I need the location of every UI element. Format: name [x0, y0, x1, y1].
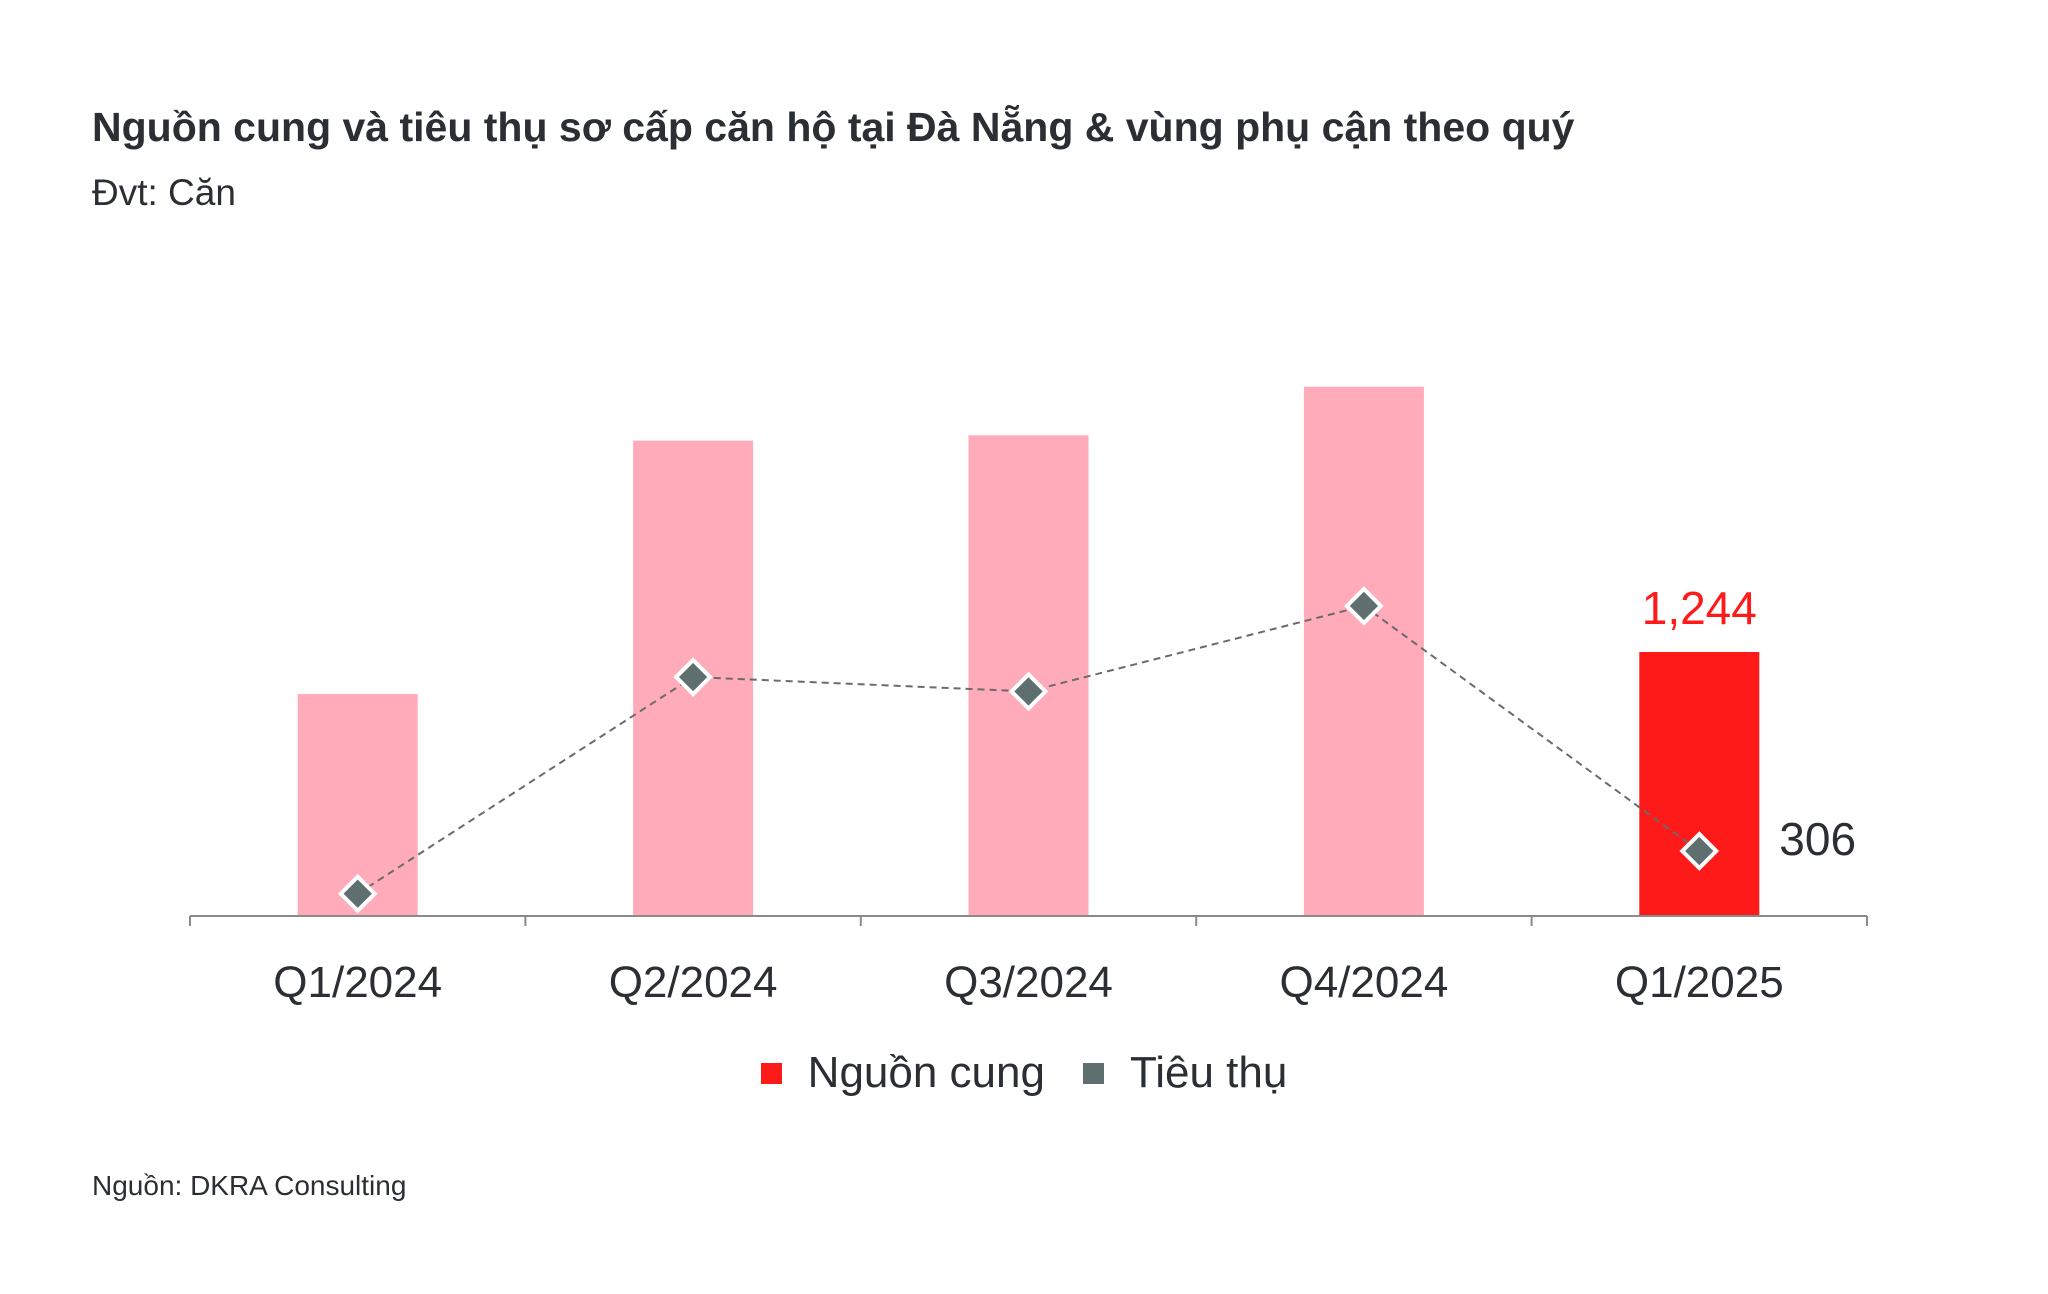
x-tick-label: Q1/2024	[273, 958, 442, 1007]
data-label-supply: 1,244	[1642, 582, 1757, 634]
chart-title: Nguồn cung và tiêu thụ sơ cấp căn hộ tại…	[92, 104, 1575, 150]
marker-consumption	[673, 657, 713, 697]
marker-consumption	[337, 873, 378, 914]
source-note: Nguồn: DKRA Consulting	[92, 1170, 407, 1201]
bar-supply	[1303, 386, 1424, 916]
bar-supply	[1639, 652, 1760, 916]
legend-swatch-supply	[760, 1062, 782, 1084]
x-tick-label: Q1/2025	[1615, 958, 1784, 1007]
chart-unit: Đvt: Căn	[92, 172, 236, 213]
marker-consumption	[1344, 586, 1384, 626]
data-label-consumption: 306	[1779, 813, 1856, 865]
legend-item-supply: Nguồn cung	[760, 1048, 1045, 1098]
legend-item-consumption: Tiêu thụ	[1082, 1048, 1288, 1098]
marker-consumption	[1679, 831, 1720, 871]
legend-swatch-consumption	[1082, 1062, 1104, 1084]
x-tick-label: Q3/2024	[944, 958, 1113, 1007]
x-tick-label: Q2/2024	[609, 958, 778, 1007]
legend-label-consumption: Tiêu thụ	[1129, 1048, 1288, 1097]
legend: Nguồn cung Tiêu thụ	[0, 1048, 2048, 1098]
legend-label-supply: Nguồn cung	[807, 1048, 1045, 1097]
x-tick-label: Q4/2024	[1279, 958, 1448, 1007]
marker-consumption	[1008, 671, 1049, 712]
